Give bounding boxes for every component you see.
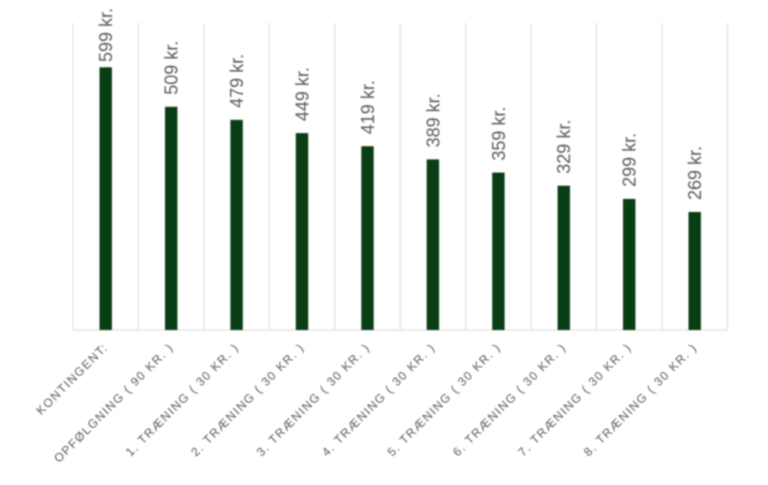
svg-text:479 kr.: 479 kr. xyxy=(227,54,247,108)
svg-text:599 kr.: 599 kr. xyxy=(96,8,116,62)
svg-text:389 kr.: 389 kr. xyxy=(423,93,443,147)
svg-text:509 kr.: 509 kr. xyxy=(162,41,182,95)
svg-text:419 kr.: 419 kr. xyxy=(358,80,378,134)
svg-text:269 kr.: 269 kr. xyxy=(685,146,705,200)
svg-text:329 kr.: 329 kr. xyxy=(554,120,574,174)
svg-text:359 kr.: 359 kr. xyxy=(489,107,509,161)
svg-text:449 kr.: 449 kr. xyxy=(292,67,312,121)
svg-text:299 kr.: 299 kr. xyxy=(620,133,640,187)
